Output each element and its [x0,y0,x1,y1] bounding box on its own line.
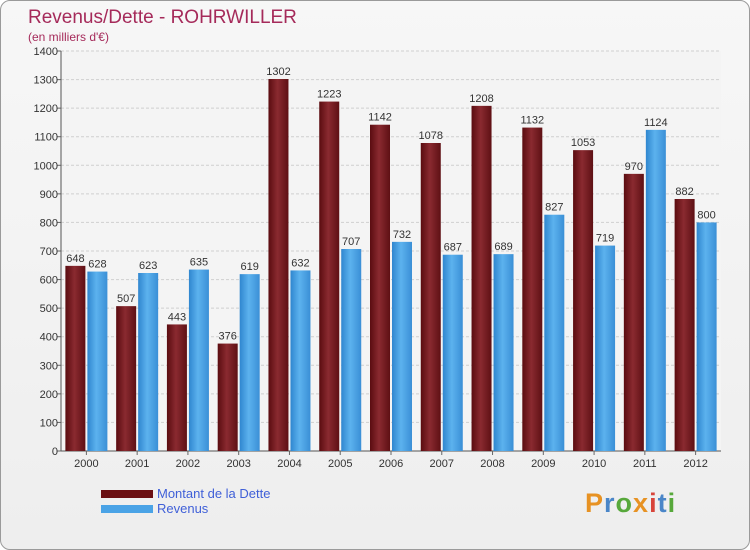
data-label-revenus: 623 [139,260,157,272]
bar-revenus [442,254,463,451]
data-label-debt: 1223 [317,89,341,101]
y-tick-label: 1300 [34,75,58,87]
bar-debt [674,199,695,451]
data-label-revenus: 619 [241,261,259,273]
data-label-revenus: 635 [190,257,208,269]
x-tick-label: 2010 [582,458,606,470]
data-label-debt: 507 [117,293,135,305]
bar-revenus [493,254,514,451]
bar-debt [623,173,644,451]
data-label-debt: 443 [168,311,186,323]
y-tick-label: 1200 [34,103,58,115]
bar-revenus [239,274,260,451]
x-tick-label: 2006 [379,458,403,470]
chart-subtitle: (en milliers d'€) [28,30,109,44]
bar-revenus [392,241,412,451]
bar-debt [573,150,594,451]
legend-label-debt: Montant de la Dette [157,486,271,501]
y-tick-label: 1400 [34,46,58,58]
data-label-revenus: 800 [697,209,715,221]
x-tick-label: 2003 [226,458,250,470]
data-label-revenus: 687 [444,242,462,254]
bar-revenus [645,129,666,451]
data-label-debt: 1132 [520,115,544,127]
bar-revenus [544,214,565,451]
x-tick-label: 2012 [683,458,707,470]
data-label-revenus: 732 [393,229,411,241]
x-tick-label: 2005 [328,458,352,470]
bar-debt [471,105,492,451]
data-label-debt: 376 [219,331,237,343]
bar-revenus [696,222,717,451]
bar-debt [420,143,441,451]
data-label-debt: 1142 [368,112,392,124]
chart-title: Revenus/Dette - ROHRWILLER [28,7,297,28]
bar-revenus [341,249,362,451]
bar-debt [370,124,390,451]
data-label-revenus: 1124 [644,117,668,129]
x-tick-label: 2008 [480,458,504,470]
y-tick-label: 400 [40,332,58,344]
y-tick-label: 1100 [34,132,58,144]
bar-revenus [87,271,108,451]
data-label-debt: 648 [66,253,84,265]
data-label-revenus: 632 [291,257,309,269]
data-label-revenus: 719 [596,233,614,245]
bar-debt [522,127,543,452]
bar-debt [116,306,137,451]
bar-debt [166,324,187,451]
data-label-debt: 1208 [469,93,493,105]
y-tick-label: 0 [52,446,58,458]
bar-debt [65,265,86,451]
bar-revenus [290,270,311,451]
y-tick-label: 800 [40,217,58,229]
data-label-revenus: 827 [545,202,563,214]
y-tick-label: 1000 [34,160,58,172]
proxiti-logo[interactable]: Proxiti [585,488,677,518]
bar-debt [319,101,340,452]
y-tick-label: 900 [40,189,58,201]
y-tick-label: 300 [40,360,58,372]
bar-debt [217,343,238,451]
data-label-debt: 1053 [571,137,595,149]
bar-revenus [188,269,209,451]
data-label-revenus: 707 [342,236,360,248]
data-label-revenus: 689 [494,241,512,253]
y-tick-label: 200 [40,389,58,401]
x-tick-label: 2009 [531,458,555,470]
y-tick-label: 700 [40,246,58,258]
y-tick-label: 500 [40,303,58,315]
data-label-debt: 970 [625,161,643,173]
legend-label-revenus: Revenus [157,501,209,516]
y-tick-label: 100 [40,417,58,429]
x-tick-label: 2004 [277,458,301,470]
data-label-debt: 882 [675,186,693,198]
x-tick-label: 2002 [176,458,200,470]
x-tick-label: 2001 [125,458,149,470]
data-label-debt: 1078 [419,130,443,142]
bar-revenus [138,273,159,451]
x-tick-label: 2007 [430,458,454,470]
legend-swatch-debt [101,490,153,498]
x-tick-label: 2011 [633,458,657,470]
bar-debt [268,79,289,451]
data-label-debt: 1302 [266,66,290,78]
x-tick-label: 2000 [74,458,98,470]
data-label-revenus: 628 [88,259,106,271]
legend-swatch-revenus [101,505,153,513]
bar-revenus [595,245,616,451]
y-tick-label: 600 [40,275,58,287]
